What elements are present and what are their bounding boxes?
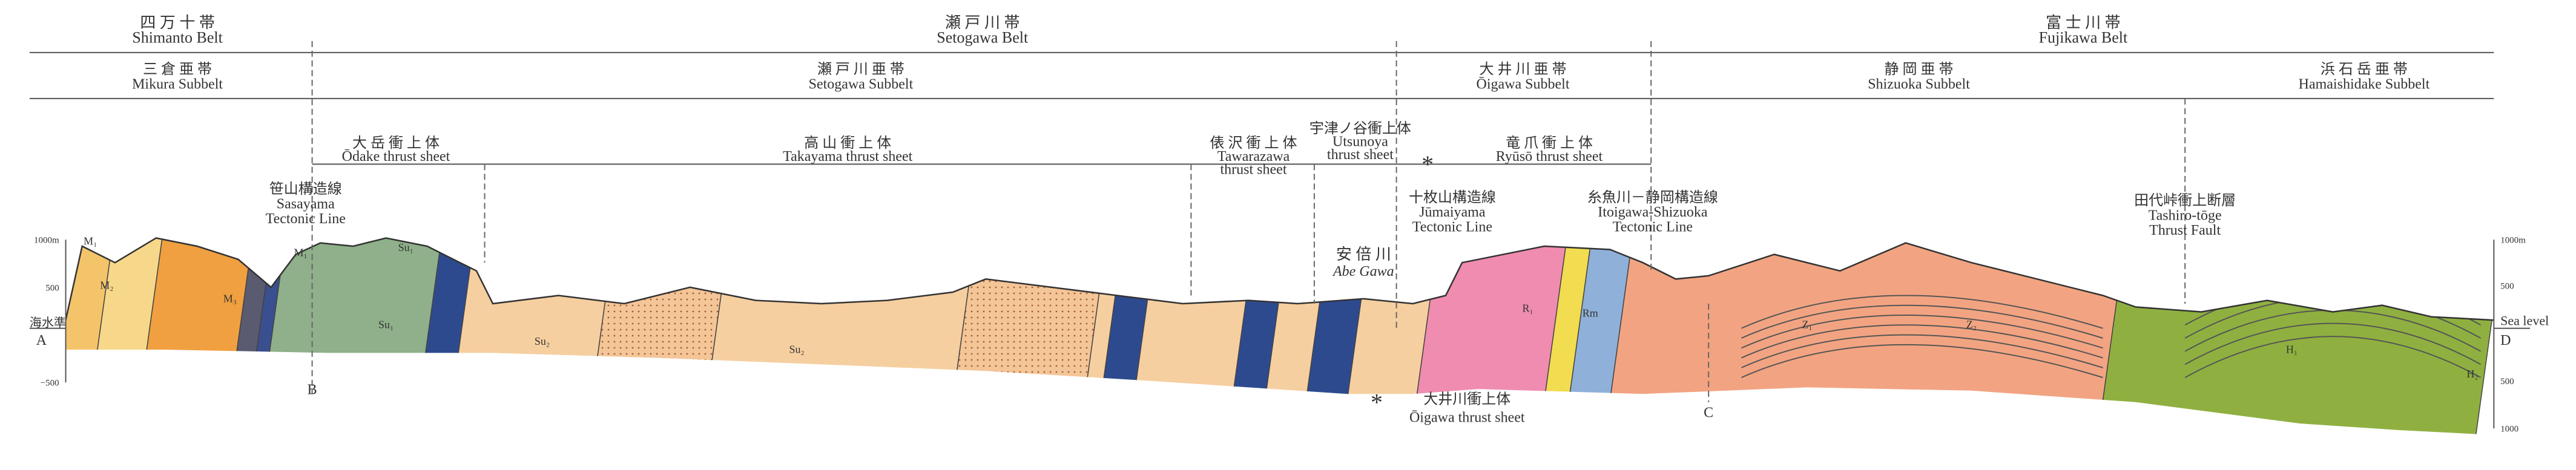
fold-line: [1741, 324, 2103, 359]
label: 大井川衝上体: [1423, 391, 1510, 408]
label: *: [1421, 151, 1434, 178]
label: M₁: [84, 235, 97, 247]
label: Setogawa Subbelt: [809, 77, 914, 93]
label: Mikura Subbelt: [132, 77, 223, 93]
label: Su₁: [378, 319, 394, 331]
label: 大 井 川 亜 帯: [1480, 61, 1567, 77]
rock-unit: [1535, 238, 1603, 436]
rock-unit: [697, 238, 987, 436]
label: 高 山 衝 上 体: [804, 135, 891, 151]
label: *: [1371, 388, 1383, 416]
label: thrust sheet: [1327, 147, 1394, 163]
label: 笹山構造線: [269, 181, 342, 197]
rock-unit: [1601, 238, 2136, 436]
label: Fujikawa Belt: [2039, 29, 2128, 47]
label: M₃: [223, 292, 237, 304]
label: Takayama thrust sheet: [783, 149, 913, 165]
label: Thrust Fault: [2149, 223, 2221, 238]
rock-unit: [1223, 238, 1299, 436]
label: Utsunoya: [1332, 134, 1388, 150]
fold-line: [2184, 322, 2482, 365]
label: Tectonic Line: [1412, 220, 1492, 235]
label: 1000: [2500, 425, 2518, 434]
label: Ōigawa thrust sheet: [1409, 410, 1525, 425]
label: Tectonic Line: [266, 211, 346, 227]
label: 海水準: [30, 316, 66, 330]
rock-unit: [1407, 238, 1578, 436]
rock-unit: [582, 238, 740, 436]
fold-line: [1741, 344, 2103, 379]
label: D: [2500, 333, 2511, 348]
label: 田代峠衝上断層: [2134, 192, 2236, 209]
rock-unit: [1560, 238, 1644, 436]
label: Su₂: [789, 343, 804, 355]
label: Shimanto Belt: [132, 29, 223, 47]
rock-unit: [1338, 238, 1450, 436]
label: M₁: [294, 246, 307, 258]
label: Jūmaiyama: [1419, 204, 1486, 220]
label: Sasayama: [277, 197, 335, 212]
label: 大 岳 衝 上 体: [352, 135, 440, 151]
label: 竜 爪 衝 上 体: [1506, 135, 1593, 151]
label: 十枚山構造線: [1409, 189, 1496, 206]
label: H₁: [2286, 343, 2298, 355]
label: thrust sheet: [1220, 162, 1287, 178]
label: 1000m: [34, 236, 59, 246]
label: Sea level: [2500, 313, 2549, 328]
label: 安 倍 川: [1336, 246, 1391, 263]
rock-unit: [1297, 238, 1381, 436]
label: Setogawa Belt: [937, 29, 1029, 47]
label: Ōdake thrust sheet: [342, 149, 450, 165]
label: −500: [41, 379, 59, 388]
label: Su₁: [398, 241, 413, 253]
label: Itoigawa-Shizuoka: [1598, 204, 1708, 220]
label: R₁: [1523, 302, 1533, 315]
label: 1000m: [2500, 236, 2526, 246]
label: 糸魚川－静岡構造線: [1587, 189, 1718, 206]
label: Z₁: [1802, 319, 1812, 331]
rock-unit: [443, 238, 625, 436]
label: 500: [2500, 377, 2514, 387]
label: H₂: [2466, 368, 2478, 380]
label: Ryūsō thrust sheet: [1496, 149, 1603, 165]
label: Tashiro-tōge: [2149, 208, 2222, 224]
label: 500: [2500, 282, 2514, 292]
fold-line: [1741, 295, 2103, 329]
label: Rm: [1583, 307, 1598, 319]
label: Hamaishidake Subbelt: [2299, 77, 2430, 93]
label: 瀬 戸 川 帯: [945, 14, 1020, 31]
rock-unit: [65, 238, 124, 436]
label: 静 岡 亜 帯: [1885, 61, 1954, 77]
label: Shizuoka Subbelt: [1868, 77, 1970, 93]
label: Abe Gawa: [1332, 264, 1394, 279]
label: Z₂: [1966, 319, 1977, 331]
topography: [65, 237, 2494, 321]
label: Tectonic Line: [1613, 220, 1693, 235]
label: 瀬 戸 川 亜 帯: [817, 61, 904, 77]
label: Tawarazawa: [1217, 149, 1290, 165]
label: A: [36, 333, 47, 348]
label: 500: [45, 283, 59, 293]
label: Su₂: [535, 335, 550, 347]
fold-line: [2184, 336, 2482, 379]
fold-line: [1741, 334, 2103, 368]
label: M₂: [100, 279, 113, 292]
label: 四 万 十 帯: [140, 14, 215, 31]
label: 俵 沢 衝 上 体: [1210, 135, 1297, 151]
label: 浜 石 岳 亜 帯: [2321, 61, 2408, 77]
label: 宇津ノ谷衝上体: [1309, 120, 1411, 137]
label: 三 倉 亜 帯: [143, 61, 212, 77]
fold-line: [1741, 315, 2103, 349]
fold-line: [1741, 304, 2103, 339]
label: Ōigawa Subbelt: [1477, 77, 1570, 93]
label: C: [1704, 405, 1713, 420]
rock-unit: [1256, 238, 1340, 436]
label: B: [308, 382, 317, 397]
rock-unit: [944, 238, 1118, 436]
label: 富 士 川 帯: [2046, 14, 2121, 31]
